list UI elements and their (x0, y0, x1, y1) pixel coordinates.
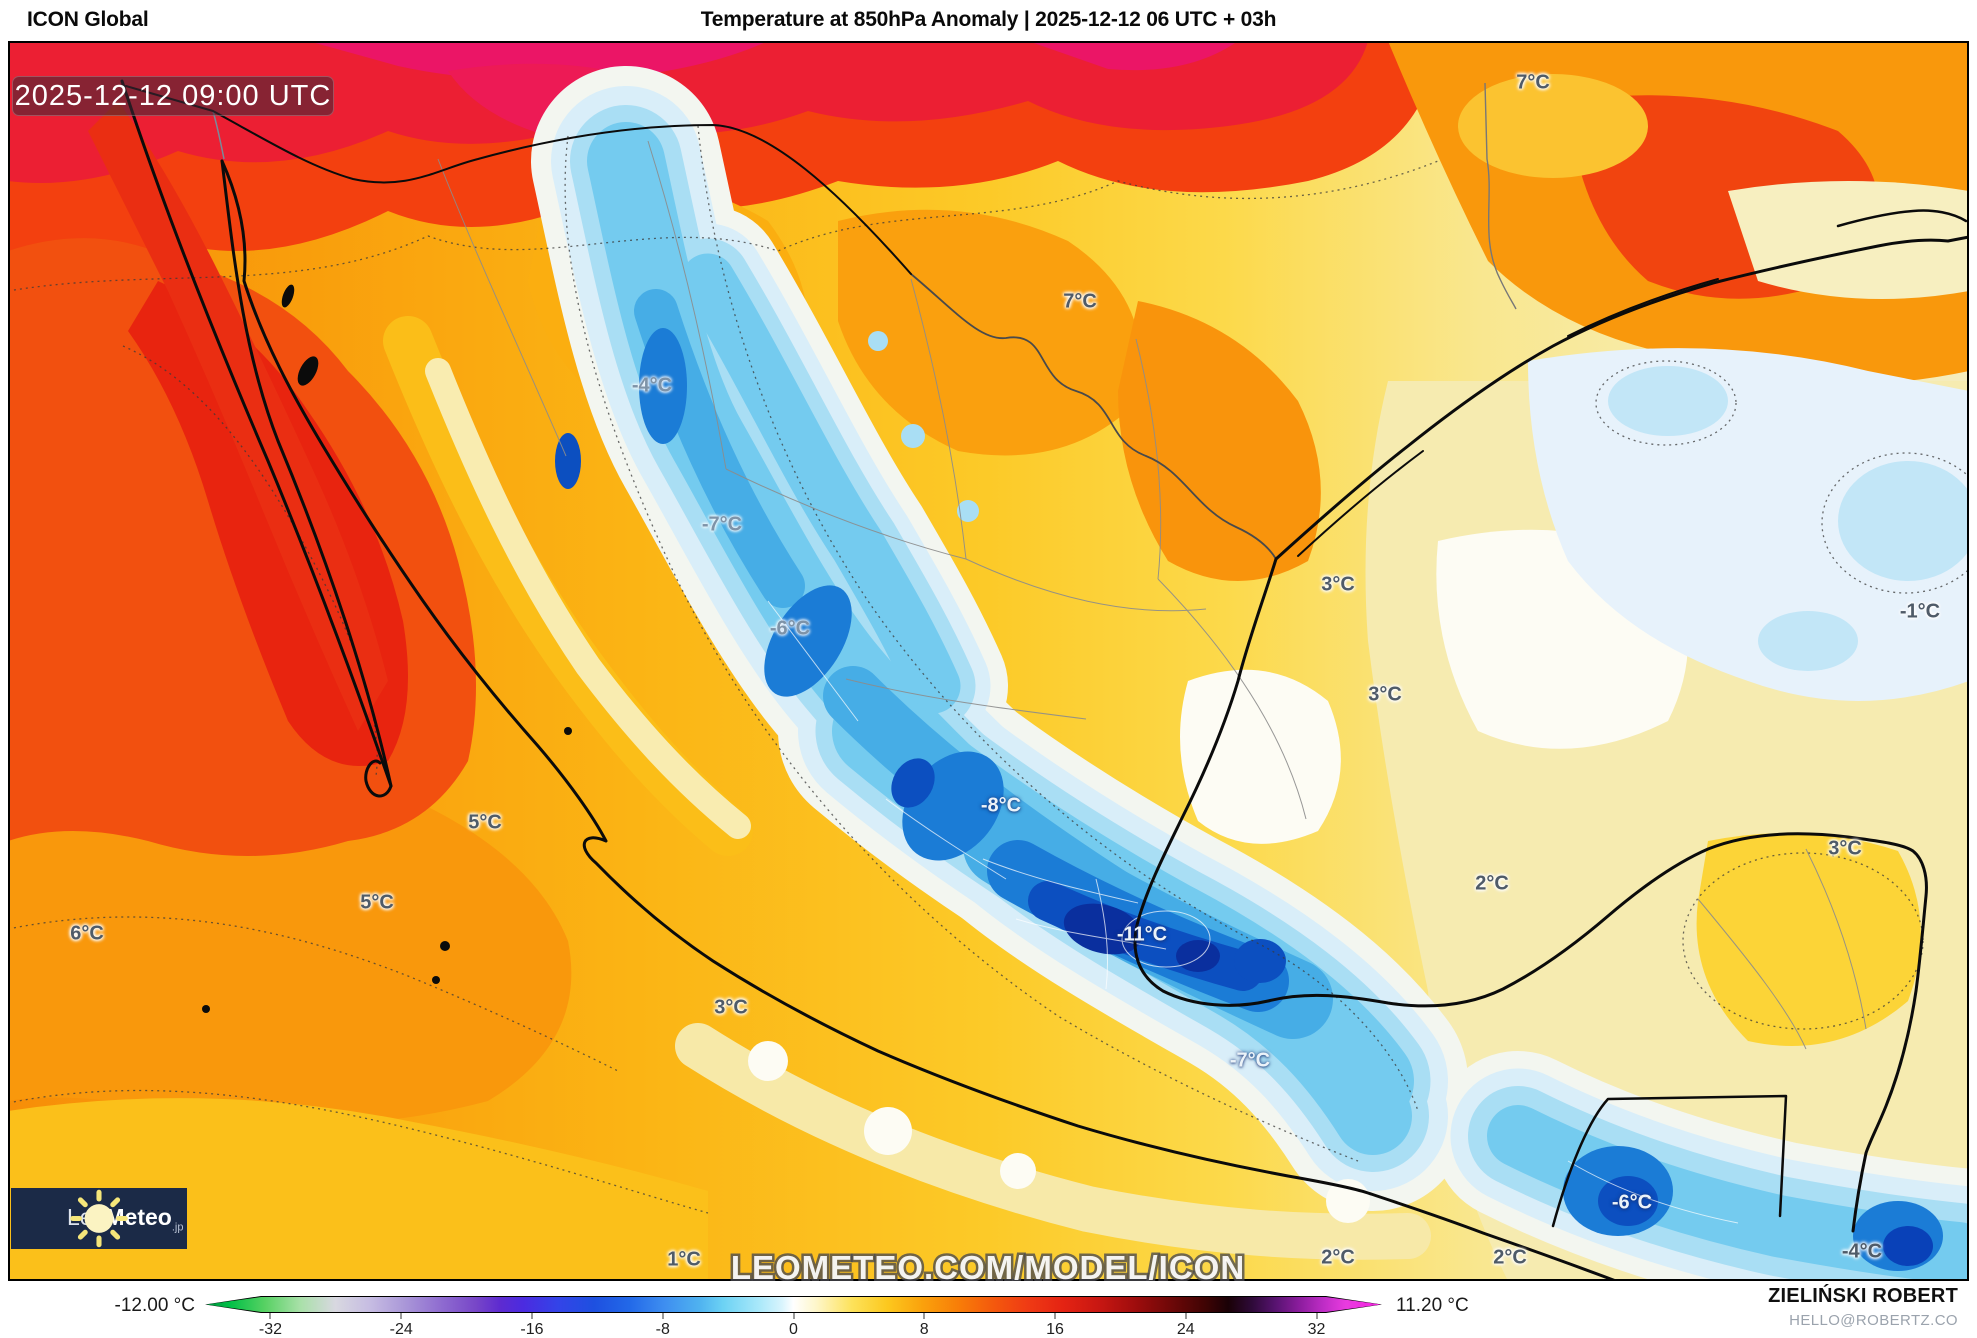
author-name: ZIELIŃSKI ROBERT (1768, 1285, 1958, 1307)
colorbar-tick-label: -24 (389, 1321, 413, 1338)
colorbar-outline (205, 1296, 1382, 1313)
colorbar-tick-mark (531, 1313, 533, 1319)
scale-max-value: 11.20 °C (1396, 1295, 1469, 1316)
temp-label: 5°C (360, 891, 394, 914)
colorbar-tick-label: -16 (520, 1321, 544, 1338)
temp-label: 7°C (1516, 71, 1550, 94)
temp-label: 1°C (667, 1248, 701, 1271)
colorbar-tick-mark (1316, 1313, 1318, 1319)
temp-label: -4°C (631, 374, 673, 397)
temp-label: -7°C (701, 513, 743, 536)
colorbar-tick-label: 16 (1046, 1321, 1064, 1338)
temp-label: 3°C (1368, 683, 1402, 706)
leometeo-logo: LeoMeteo.jp (11, 1188, 187, 1249)
timestamp-overlay: 2025-12-12 09:00 UTC (12, 76, 334, 116)
colorbar-tick-label: -8 (655, 1321, 670, 1338)
colorbar-tick-mark (269, 1313, 271, 1319)
temp-label: 3°C (1321, 573, 1355, 596)
anomaly-map-art (8, 41, 1969, 1281)
colorbar-tick-label: -32 (258, 1321, 282, 1338)
map-canvas[interactable]: 7°C 7°C -4°C -7°C -6°C 3°C -1°C 3°C 5°C -8°C 2°C 3°… (8, 41, 1969, 1281)
temp-label: -11°C (1116, 923, 1168, 946)
temp-label: -4°C (1841, 1240, 1883, 1263)
color-scale: -32 -24 -16 -8 0 8 16 24 32 (205, 1296, 1382, 1338)
header-bar: ICON Global Temperature at 850hPa Anomal… (0, 0, 1977, 41)
colorbar-tick-mark (662, 1313, 664, 1319)
colorbar-tick-mark (1185, 1313, 1187, 1319)
temp-label: -6°C (1611, 1191, 1653, 1214)
colorbar-tick-label: 8 (919, 1321, 929, 1338)
temp-label: 2°C (1493, 1246, 1527, 1269)
colorbar-tick-label: 32 (1307, 1321, 1326, 1338)
temp-label: -7°C (1229, 1049, 1271, 1072)
temp-label: -8°C (980, 794, 1022, 817)
colorbar-tick-mark (793, 1313, 794, 1319)
color-scale-bar: -12.00 °C -32 -24 -16 -8 0 8 16 24 32 11.20 °C Z… (0, 1282, 1977, 1338)
colorbar-tick-mark (1054, 1313, 1056, 1319)
colorbar-tick-label: 0 (789, 1321, 798, 1338)
temp-label: 7°C (1063, 290, 1097, 313)
temp-label: -1°C (1899, 600, 1941, 623)
author-contact: HELLO@ROBERTZ.CO (1789, 1312, 1958, 1329)
temp-label: 2°C (1475, 872, 1509, 895)
temp-label: 3°C (1828, 837, 1862, 860)
temp-label: 5°C (468, 811, 502, 834)
sun-icon (23, 1189, 128, 1248)
temp-label: 2°C (1321, 1246, 1355, 1269)
colorbar-tick-mark (923, 1313, 925, 1319)
colorbar-tick-mark (400, 1313, 402, 1319)
temp-label: 3°C (714, 996, 748, 1019)
temp-label: -6°C (769, 617, 811, 640)
colorbar-tick-label: 24 (1176, 1321, 1195, 1338)
model-name: ICON Global (27, 8, 149, 31)
temp-label: 6°C (70, 922, 104, 945)
credit-block: ZIELIŃSKI ROBERT HELLO@ROBERTZ.CO (1768, 1285, 1958, 1329)
watermark: LEOMETEO.COM/MODEL/ICON (728, 1247, 1246, 1282)
page-title: Temperature at 850hPa Anomaly | 2025-12-… (700, 8, 1277, 31)
colorbar-gradient (206, 1297, 1381, 1312)
scale-min-value: -12.00 °C (114, 1295, 195, 1316)
